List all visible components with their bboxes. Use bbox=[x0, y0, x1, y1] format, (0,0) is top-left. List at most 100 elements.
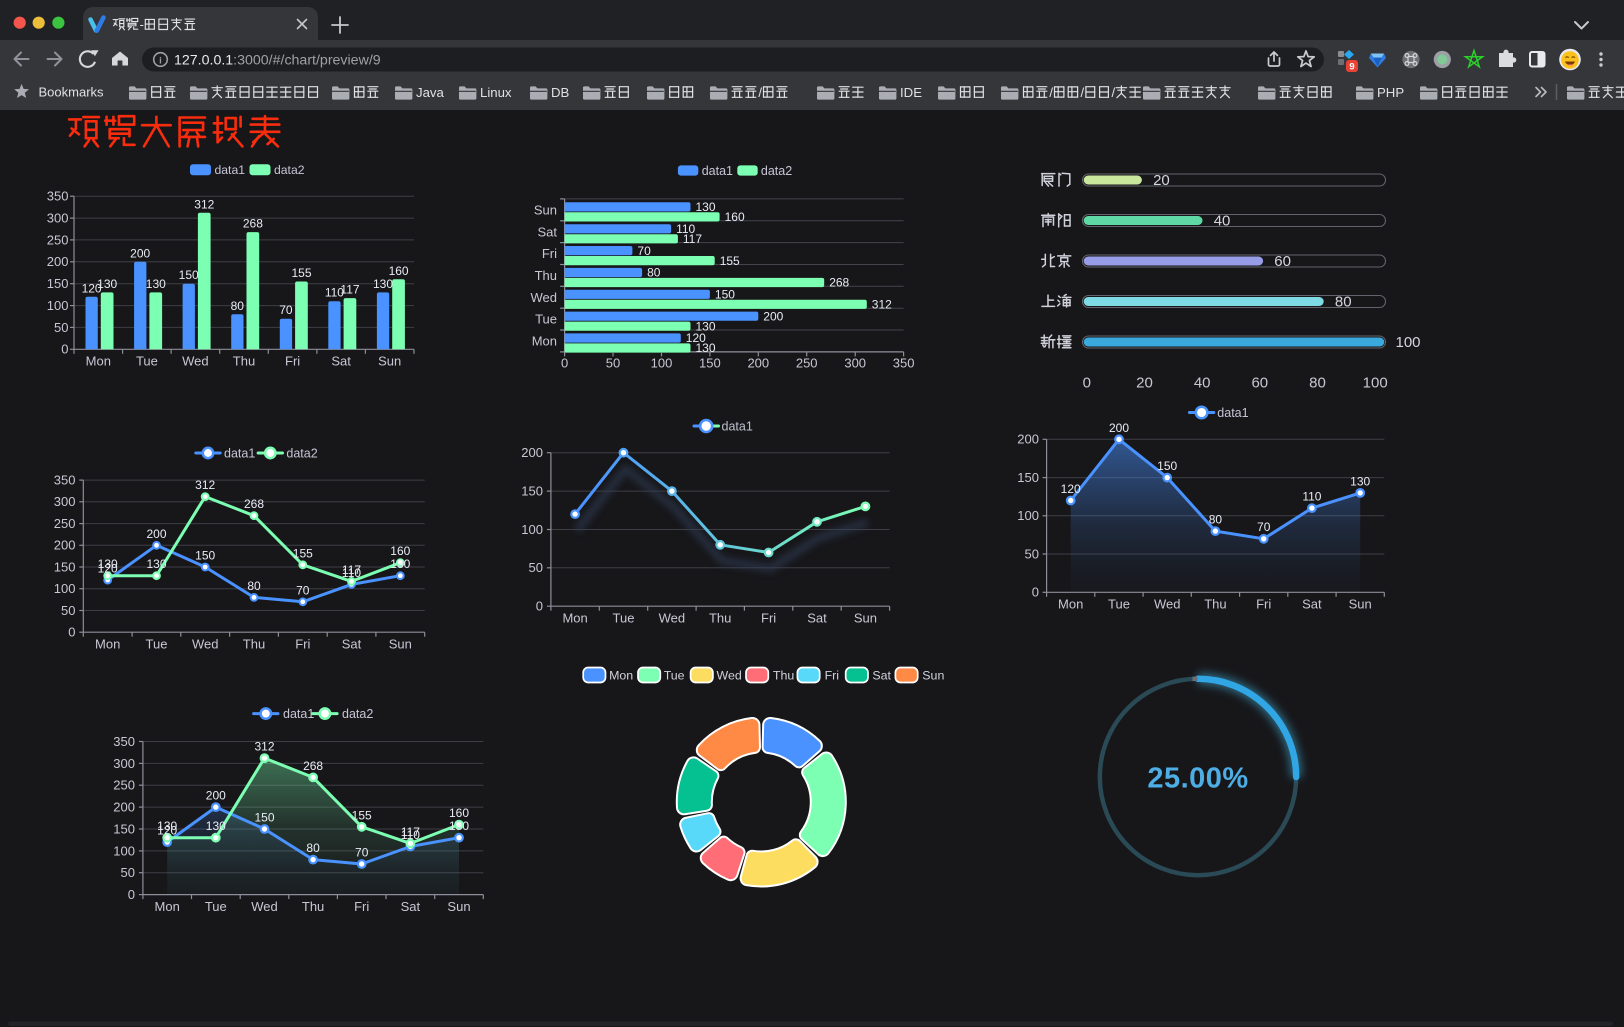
svg-text:Sat: Sat bbox=[537, 224, 557, 239]
svg-text:130: 130 bbox=[696, 341, 716, 355]
svg-text:/: / bbox=[758, 85, 762, 100]
svg-text:130: 130 bbox=[390, 557, 410, 571]
svg-text:110: 110 bbox=[342, 566, 361, 580]
svg-text:data2: data2 bbox=[342, 707, 373, 721]
svg-text:Thu: Thu bbox=[535, 268, 557, 283]
svg-text:Sat: Sat bbox=[1302, 597, 1322, 612]
svg-text:130: 130 bbox=[146, 557, 166, 571]
svg-text:Thu: Thu bbox=[233, 354, 255, 369]
svg-text:117: 117 bbox=[340, 283, 359, 297]
svg-text:200: 200 bbox=[47, 254, 69, 269]
svg-text:110: 110 bbox=[1302, 490, 1321, 504]
svg-text:Mon: Mon bbox=[562, 610, 587, 625]
svg-text:Tue: Tue bbox=[136, 354, 158, 369]
svg-text:150: 150 bbox=[521, 484, 543, 499]
svg-text:100: 100 bbox=[113, 843, 135, 858]
svg-text:Fri: Fri bbox=[825, 669, 839, 683]
svg-text:80: 80 bbox=[1335, 294, 1352, 311]
svg-text:20: 20 bbox=[1136, 375, 1153, 392]
svg-text:Sat: Sat bbox=[401, 899, 421, 914]
svg-text:130: 130 bbox=[98, 557, 118, 571]
svg-text:Wed: Wed bbox=[192, 636, 219, 651]
svg-text:Fri: Fri bbox=[761, 610, 776, 625]
svg-text:200: 200 bbox=[206, 789, 226, 803]
svg-text:Tue: Tue bbox=[205, 899, 227, 914]
svg-text:Thu: Thu bbox=[773, 669, 794, 683]
svg-text:0: 0 bbox=[1032, 585, 1039, 600]
svg-text:Tue: Tue bbox=[1108, 597, 1130, 612]
svg-text:200: 200 bbox=[763, 309, 783, 323]
svg-text:350: 350 bbox=[47, 189, 69, 204]
svg-text:100: 100 bbox=[47, 298, 69, 313]
svg-text:70: 70 bbox=[296, 583, 310, 597]
svg-text:70: 70 bbox=[637, 244, 651, 258]
svg-text:160: 160 bbox=[725, 210, 745, 224]
svg-text:Mon: Mon bbox=[532, 334, 557, 349]
svg-text:Tue: Tue bbox=[613, 610, 635, 625]
svg-text:60: 60 bbox=[1251, 375, 1268, 392]
svg-text:PHP: PHP bbox=[1377, 85, 1404, 100]
svg-text:312: 312 bbox=[194, 197, 214, 211]
svg-text:60: 60 bbox=[1274, 253, 1291, 270]
svg-text:9: 9 bbox=[1349, 62, 1354, 73]
svg-text:data1: data1 bbox=[283, 707, 314, 721]
svg-text:-: - bbox=[140, 17, 144, 32]
svg-text:50: 50 bbox=[1025, 546, 1039, 561]
svg-text:data1: data1 bbox=[1217, 406, 1248, 420]
svg-text:Tue: Tue bbox=[535, 312, 557, 327]
svg-text:130: 130 bbox=[696, 319, 716, 333]
svg-text:120: 120 bbox=[686, 331, 706, 345]
svg-text:Mon: Mon bbox=[1058, 597, 1083, 612]
svg-text:Thu: Thu bbox=[709, 610, 731, 625]
svg-text:70: 70 bbox=[1257, 520, 1271, 534]
svg-text:Wed: Wed bbox=[182, 354, 209, 369]
svg-text:Wed: Wed bbox=[531, 290, 558, 305]
svg-text:350: 350 bbox=[113, 734, 135, 749]
svg-text:0: 0 bbox=[128, 887, 135, 902]
svg-text:Sat: Sat bbox=[807, 610, 827, 625]
svg-text:268: 268 bbox=[829, 276, 849, 290]
svg-text:DB: DB bbox=[551, 85, 570, 100]
svg-text:120: 120 bbox=[1061, 482, 1081, 496]
svg-text:Sat: Sat bbox=[342, 636, 362, 651]
svg-text:40: 40 bbox=[1194, 375, 1211, 392]
svg-text:350: 350 bbox=[54, 473, 76, 488]
svg-text:130: 130 bbox=[449, 819, 469, 833]
svg-text:data1: data1 bbox=[215, 163, 246, 177]
svg-text:155: 155 bbox=[720, 254, 740, 268]
svg-text:Fri: Fri bbox=[295, 636, 310, 651]
svg-text:312: 312 bbox=[254, 740, 274, 754]
svg-text:50: 50 bbox=[606, 356, 620, 371]
svg-text:Tue: Tue bbox=[664, 669, 685, 683]
svg-text:120: 120 bbox=[157, 824, 177, 838]
svg-text:data1: data1 bbox=[702, 164, 733, 178]
svg-text:155: 155 bbox=[291, 266, 311, 280]
svg-text:40: 40 bbox=[1214, 213, 1231, 230]
svg-text:250: 250 bbox=[54, 516, 76, 531]
svg-text:312: 312 bbox=[195, 478, 215, 492]
svg-text:data1: data1 bbox=[722, 420, 753, 434]
svg-text:200: 200 bbox=[130, 246, 150, 260]
svg-text:110: 110 bbox=[401, 828, 420, 842]
svg-text:155: 155 bbox=[293, 546, 313, 560]
svg-text:350: 350 bbox=[893, 356, 915, 371]
svg-text:/: / bbox=[1081, 85, 1085, 100]
svg-text:200: 200 bbox=[747, 356, 769, 371]
svg-text:150: 150 bbox=[1017, 470, 1039, 485]
svg-text:Wed: Wed bbox=[251, 899, 278, 914]
svg-text:/: / bbox=[1112, 85, 1116, 100]
svg-text:150: 150 bbox=[195, 549, 215, 563]
svg-text:data2: data2 bbox=[274, 163, 305, 177]
svg-text:150: 150 bbox=[254, 811, 274, 825]
svg-text:200: 200 bbox=[146, 527, 166, 541]
svg-text:Mon: Mon bbox=[95, 636, 120, 651]
svg-text:130: 130 bbox=[373, 277, 393, 291]
svg-text:Sat: Sat bbox=[872, 669, 891, 683]
svg-text:Java: Java bbox=[416, 85, 445, 100]
svg-text:Tue: Tue bbox=[146, 636, 168, 651]
svg-text:Wed: Wed bbox=[659, 610, 686, 625]
svg-text:200: 200 bbox=[54, 538, 76, 553]
svg-text:Sun: Sun bbox=[854, 610, 877, 625]
svg-text:150: 150 bbox=[47, 276, 69, 291]
svg-text:150: 150 bbox=[715, 288, 735, 302]
